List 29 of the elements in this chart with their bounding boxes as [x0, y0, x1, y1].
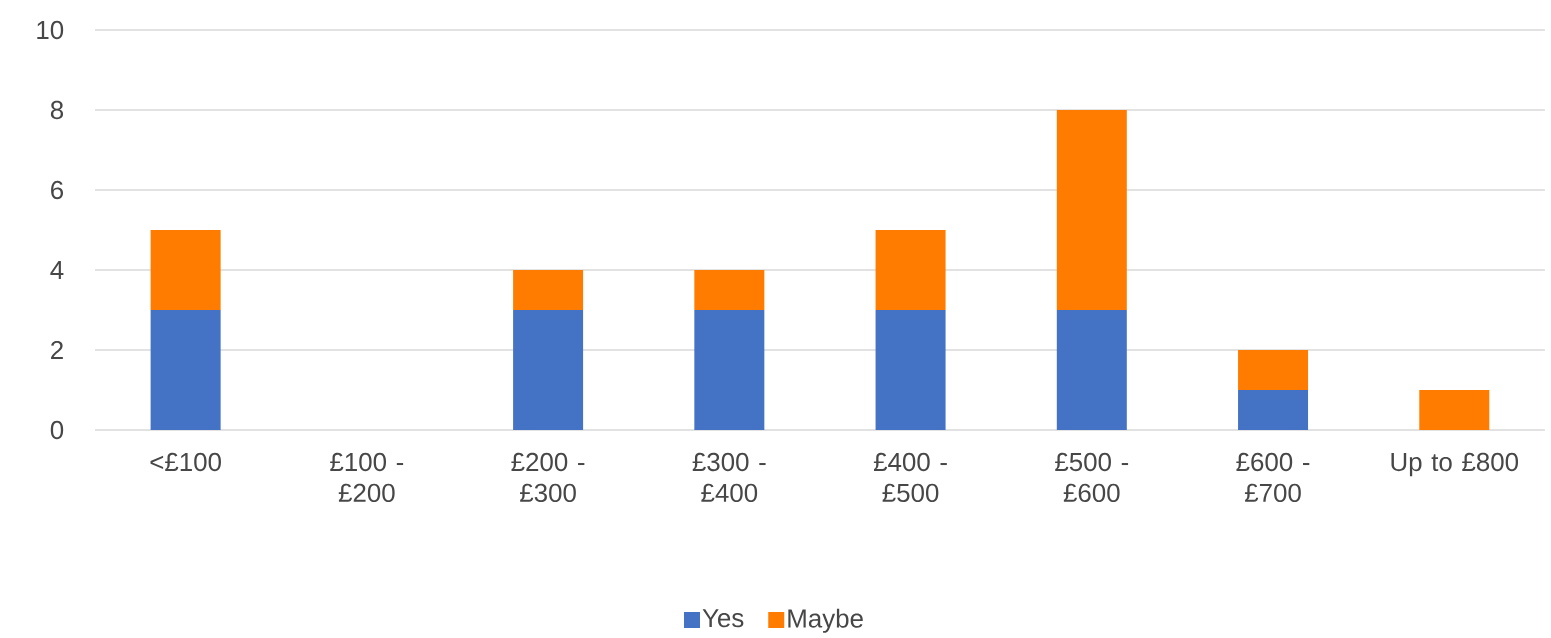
x-tick-label: Up to £800 — [1391, 452, 1519, 477]
y-tick-label: 0 — [50, 420, 64, 440]
y-tick-label: 10 — [37, 20, 64, 40]
x-tick-label: <£100 — [150, 452, 221, 472]
legend-label: Maybe — [788, 608, 863, 633]
bar — [1056, 110, 1127, 310]
bar — [1419, 390, 1490, 430]
y-tick-label: 8 — [50, 100, 64, 120]
y-tick-label: 6 — [51, 180, 64, 200]
bar — [513, 270, 584, 310]
bar — [1238, 350, 1309, 390]
x-tick-label: £100 - £200 — [330, 452, 404, 503]
bar — [150, 310, 221, 430]
x-tick-label: £200 - £300 — [511, 452, 585, 503]
bar — [694, 270, 765, 310]
bar — [875, 310, 946, 430]
bar — [694, 310, 765, 430]
x-tick-label: £300 - £400 — [692, 452, 766, 503]
bar — [1238, 390, 1309, 430]
y-tick-label: 2 — [51, 340, 63, 360]
x-tick-label: £400 - £500 — [873, 452, 947, 503]
bar — [875, 230, 946, 310]
legend-label: Yes — [702, 609, 744, 628]
bar — [150, 230, 221, 310]
x-tick-label: £600 - £700 — [1236, 452, 1310, 503]
bar — [1056, 310, 1127, 430]
bar — [513, 310, 584, 430]
x-tick-label: £500 - £600 — [1055, 452, 1129, 503]
y-tick-label: 4 — [50, 261, 64, 279]
